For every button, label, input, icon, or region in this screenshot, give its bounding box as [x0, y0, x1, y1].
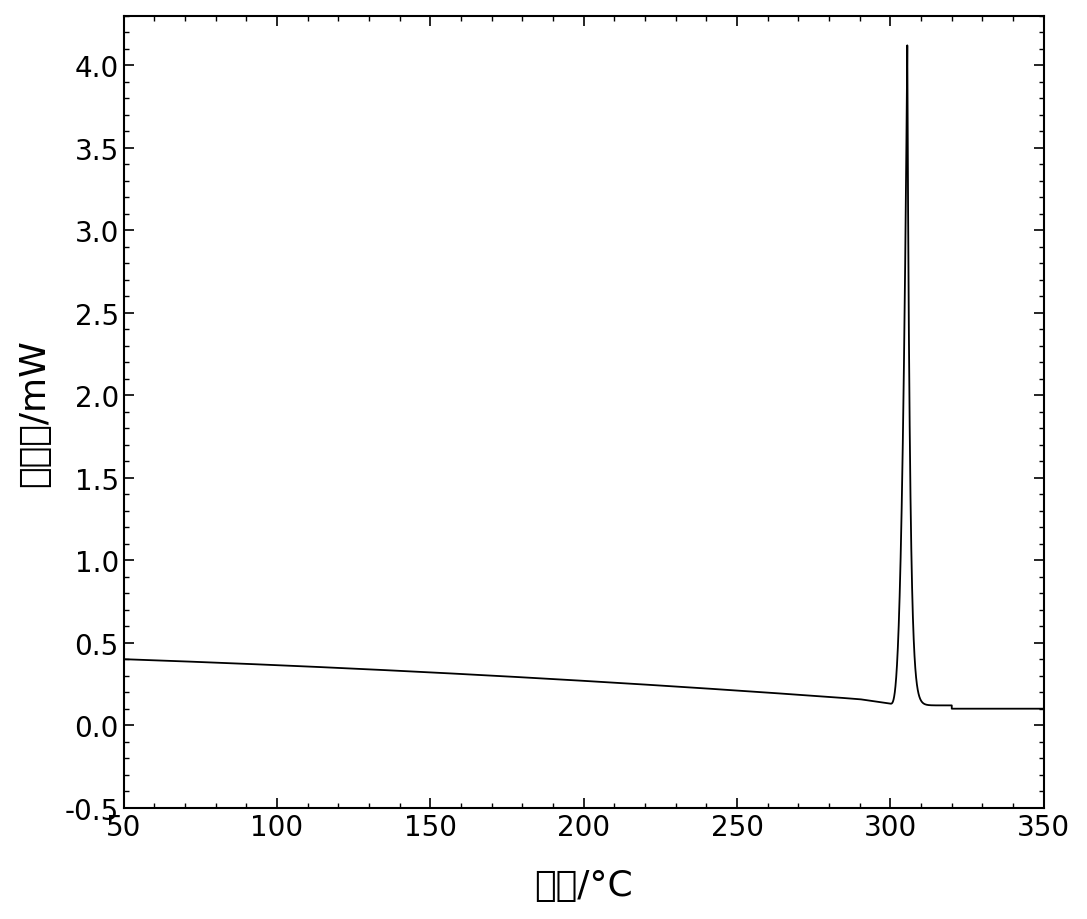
- X-axis label: 温度/°C: 温度/°C: [535, 868, 633, 902]
- Y-axis label: 热流率/mW: 热流率/mW: [16, 338, 51, 486]
